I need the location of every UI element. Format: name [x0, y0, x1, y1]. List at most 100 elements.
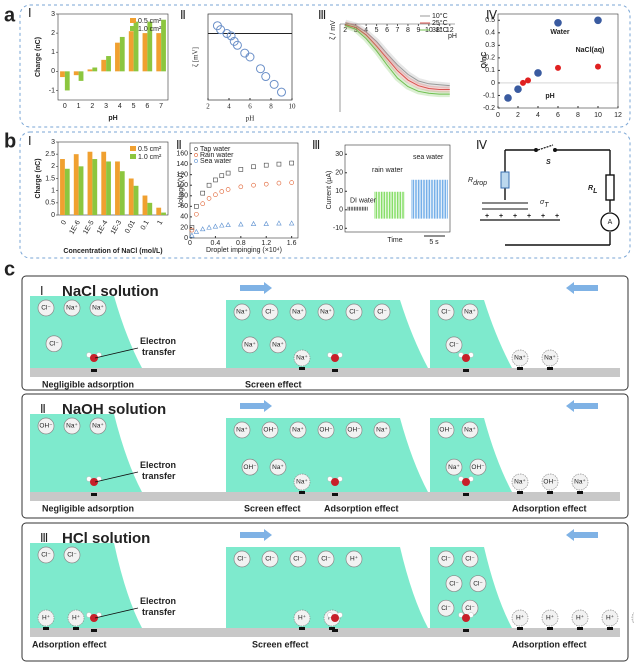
legend-swatch [130, 146, 136, 151]
ion-label: Na⁺ [66, 423, 78, 430]
charge-plus: + [499, 213, 503, 220]
electron-label: Electron transfer [140, 336, 176, 357]
y-tick-label: 10 [335, 188, 343, 195]
x-tick-label: 11 [436, 27, 443, 34]
legend-label: 10°C [432, 12, 448, 20]
adsorption-site [547, 491, 553, 494]
x-tick-label: 3 [354, 27, 358, 34]
data-point [594, 16, 602, 25]
adsorption-site [517, 627, 523, 630]
ion-label: H⁺ [42, 615, 51, 622]
bar [60, 71, 65, 78]
substrate [30, 492, 620, 501]
ion [67, 609, 85, 627]
panel-numeral: Ⅲ [318, 8, 326, 22]
ion [345, 550, 363, 568]
x-axis-label: Droplet impinging (×10⁴) [206, 247, 282, 254]
ion [233, 421, 251, 439]
ion-label: Na⁺ [448, 464, 460, 471]
bar [60, 159, 65, 215]
y-tick-label: -0.1 [483, 92, 495, 99]
bar [142, 195, 148, 215]
ion [37, 609, 55, 627]
y-tick-label: 0 [184, 235, 188, 242]
ion [469, 575, 487, 592]
y-axis-label: Charge (nC) [35, 37, 42, 77]
ion-label: Na⁺ [574, 479, 586, 486]
y-tick-label: 0 [339, 207, 343, 214]
data-point [525, 77, 531, 84]
data-point [276, 180, 282, 186]
bar [115, 42, 120, 72]
data-point [595, 63, 601, 70]
ion-label: Cl⁻ [465, 605, 475, 612]
data-point [250, 220, 257, 226]
switch-node [553, 148, 557, 152]
scale-label: 5 s [429, 239, 439, 246]
droplet [226, 547, 428, 628]
motion-arrow [566, 282, 598, 294]
adsorption-site [299, 627, 305, 630]
x-axis-label: pH [545, 93, 554, 100]
x-tick-label: 2 [516, 112, 520, 119]
charge-plus: + [513, 213, 517, 220]
ion [571, 473, 589, 491]
legend-label: Sea water [200, 158, 232, 165]
ion-label: H⁺ [72, 615, 81, 622]
panel-label: c [4, 258, 15, 280]
x-tick-label: 10 [594, 112, 602, 119]
data-point [277, 87, 286, 97]
ion [445, 458, 463, 476]
section-numeral: Ⅰ [40, 284, 44, 298]
r-drop-label-sub: drop [473, 180, 487, 187]
panel-numeral: Ⅱ [176, 138, 182, 152]
x-tick-label: 1E-5 [82, 219, 96, 235]
section-numeral: Ⅲ [40, 531, 48, 545]
x-tick-label: 9 [416, 27, 420, 34]
x-tick-label: 2 [343, 27, 347, 34]
electron-site [332, 629, 338, 632]
charge-plus: + [541, 213, 545, 220]
ion-label: Cl⁻ [441, 309, 451, 316]
y-axis-label: ζ / mV [330, 20, 337, 40]
sigma-label: σT [540, 199, 549, 210]
x-tick-label: 7 [159, 103, 163, 110]
data-point [206, 224, 212, 230]
ion-label: Cl⁻ [265, 556, 275, 563]
data-point [554, 18, 562, 27]
water-o [331, 614, 339, 622]
motion-arrow [240, 529, 272, 541]
ion [511, 473, 529, 491]
y-tick-label: 0.5 [485, 17, 495, 24]
ion [261, 550, 279, 568]
ion [541, 473, 559, 491]
ion-label: Na⁺ [376, 427, 388, 434]
resistor-load [605, 174, 615, 201]
ion [571, 609, 589, 627]
bar [87, 69, 93, 72]
water-o [331, 478, 339, 486]
data-point [219, 189, 225, 194]
panel-b-frame [19, 131, 631, 259]
switch-label: S [546, 159, 551, 166]
electron-label: Electron transfer [140, 596, 176, 617]
ion-label: Na⁺ [244, 342, 256, 349]
ion [461, 421, 479, 439]
note: Negligible adsorption [42, 379, 134, 389]
ion-label: Na⁺ [272, 464, 284, 471]
adsorption-site [299, 491, 305, 494]
series-label: Water [550, 29, 569, 36]
ion [373, 421, 391, 439]
ion-label: Cl⁻ [67, 552, 77, 559]
ion [241, 336, 259, 354]
motion-arrow [240, 282, 272, 294]
bar [73, 154, 79, 215]
x-tick-label: 12 [614, 112, 622, 119]
x-tick-label: 2 [90, 103, 94, 110]
note: Adsorption effect [324, 503, 399, 513]
panel-c2-frame [21, 393, 629, 519]
y-tick-label: 0.1 [485, 67, 495, 74]
x-axis-label: Concentration of NaCl (mol/L) [63, 248, 162, 255]
panel-label: b [4, 130, 16, 152]
legend-swatch [130, 18, 136, 23]
